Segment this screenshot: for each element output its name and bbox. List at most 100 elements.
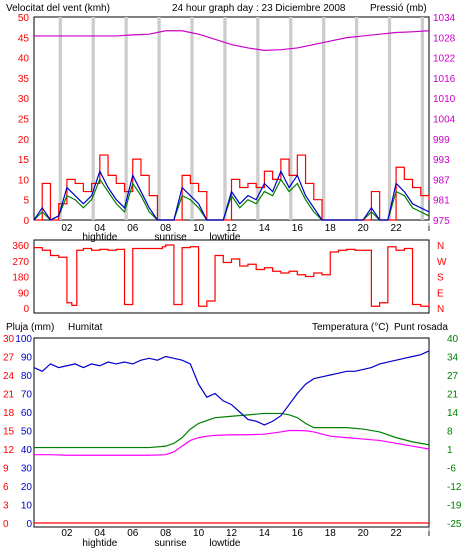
dewpoint-line <box>34 429 430 456</box>
direction-tick-label: 180 <box>12 273 29 284</box>
humidity-line <box>33 350 430 426</box>
daylight-band <box>91 17 95 220</box>
x-tick-label: 18 <box>325 223 337 234</box>
rain-tick-label: 30 <box>3 334 15 345</box>
temperature-tick-label: -19 <box>447 501 462 512</box>
temp-panel <box>33 337 430 528</box>
temperature-legend: Temperatura (°C) <box>312 322 389 333</box>
daylight-band <box>322 17 326 220</box>
wind-tick-label: 30 <box>18 94 30 105</box>
daylight-band <box>157 17 161 220</box>
x-tick-label: 06 <box>127 223 139 234</box>
temperature-tick-label: 14 <box>447 408 459 419</box>
rain-tick-label: 3 <box>3 501 9 512</box>
compass-tick-label: N <box>437 304 444 315</box>
rain-tick-label: 21 <box>3 390 15 401</box>
daylight-band <box>289 17 293 220</box>
pressure-tick-label: 1010 <box>433 94 456 105</box>
direction-tick-label: 0 <box>23 304 29 315</box>
rain-tick-label: 0 <box>3 519 9 530</box>
wind-speed-line <box>33 169 430 221</box>
wind-tick-label: 50 <box>18 13 30 24</box>
pressure-tick-label: 981 <box>433 196 450 207</box>
x-tick-label: 12 <box>226 223 238 234</box>
humidity-tick-label: 20 <box>21 482 33 493</box>
rain-tick-label: 18 <box>3 408 15 419</box>
direction-tick-label: 270 <box>12 257 29 268</box>
direction-line <box>34 244 430 307</box>
x-tick-label: 22 <box>391 223 403 234</box>
wind-axis-label: Velocitat del vent (kmh) <box>6 3 110 14</box>
pressure-tick-label: 1028 <box>433 33 456 44</box>
pressure-axis-label: Pressió (mb) <box>370 3 427 14</box>
compass-tick-label: N <box>437 241 444 252</box>
x-tick-label: 04 <box>94 528 106 539</box>
wind-tick-label: 25 <box>18 115 30 126</box>
event-label: hightide <box>82 538 117 549</box>
temperature-tick-label: -6 <box>447 464 456 475</box>
x-tick-label: i <box>428 223 430 234</box>
compass-tick-label: S <box>437 273 444 284</box>
x-tick-label: i <box>428 528 430 539</box>
compass-tick-label: W <box>437 257 447 268</box>
temperature-tick-label: 21 <box>447 390 459 401</box>
x-tick-label: 14 <box>259 528 271 539</box>
wind-tick-label: 5 <box>23 196 29 207</box>
wind-tick-label: 0 <box>23 216 29 227</box>
x-tick-label: 18 <box>325 528 337 539</box>
x-tick-label: 22 <box>391 528 403 539</box>
humidity-tick-label: 90 <box>21 353 33 364</box>
rain-tick-label: 15 <box>3 427 15 438</box>
pressure-tick-label: 1022 <box>433 54 456 65</box>
humidity-tick-label: 10 <box>21 501 33 512</box>
direction-tick-label: 90 <box>18 288 30 299</box>
gust-line <box>34 154 430 221</box>
temperature-tick-label: 34 <box>447 353 459 364</box>
event-label: hightide <box>82 232 117 243</box>
chart-title: 24 hour graph day : 23 Diciembre 2008 <box>172 3 346 14</box>
event-label: sunrise <box>154 538 187 549</box>
x-tick-label: 02 <box>61 223 73 234</box>
wind-tick-label: 20 <box>18 135 30 146</box>
daylight-band <box>223 17 227 220</box>
temperature-tick-label: -12 <box>447 482 462 493</box>
x-tick-label: 20 <box>358 223 370 234</box>
wind-tick-label: 40 <box>18 54 30 65</box>
pressure-tick-label: 1034 <box>433 13 456 24</box>
daylight-band <box>256 17 260 220</box>
humidity-tick-label: 50 <box>21 427 33 438</box>
wind-tick-label: 15 <box>18 155 30 166</box>
x-tick-label: 10 <box>193 223 205 234</box>
dewpoint-legend: Punt rosada <box>394 322 448 333</box>
rain-legend: Pluja (mm) <box>6 322 54 333</box>
x-tick-label: 12 <box>226 528 238 539</box>
x-tick-label: 20 <box>358 528 370 539</box>
x-tick-label: 08 <box>160 528 172 539</box>
temperature-tick-label: -25 <box>447 519 462 530</box>
humidity-tick-label: 30 <box>21 464 33 475</box>
rain-tick-label: 24 <box>3 371 15 382</box>
x-tick-label: 08 <box>160 223 172 234</box>
x-tick-label: 06 <box>127 528 139 539</box>
x-tick-label: 16 <box>292 223 304 234</box>
humidity-tick-label: 60 <box>21 408 33 419</box>
rain-tick-label: 12 <box>3 445 15 456</box>
pressure-tick-label: 987 <box>433 175 450 186</box>
rain-tick-label: 6 <box>3 482 9 493</box>
wind-tick-label: 10 <box>18 175 30 186</box>
x-tick-label: 14 <box>259 223 271 234</box>
wind-tick-label: 35 <box>18 74 30 85</box>
humidity-tick-label: 100 <box>15 334 32 345</box>
daylight-band <box>58 17 62 220</box>
daylight-band <box>190 17 194 220</box>
event-label: lowtide <box>209 232 241 243</box>
temperature-tick-label: 1 <box>447 445 453 456</box>
daylight-band <box>354 17 359 220</box>
pressure-line <box>34 30 430 51</box>
humidity-tick-label: 80 <box>21 371 33 382</box>
pressure-tick-label: 1004 <box>433 115 456 126</box>
humidity-tick-label: 0 <box>26 519 32 530</box>
temperature-line <box>34 412 430 449</box>
x-tick-label: 02 <box>61 528 73 539</box>
